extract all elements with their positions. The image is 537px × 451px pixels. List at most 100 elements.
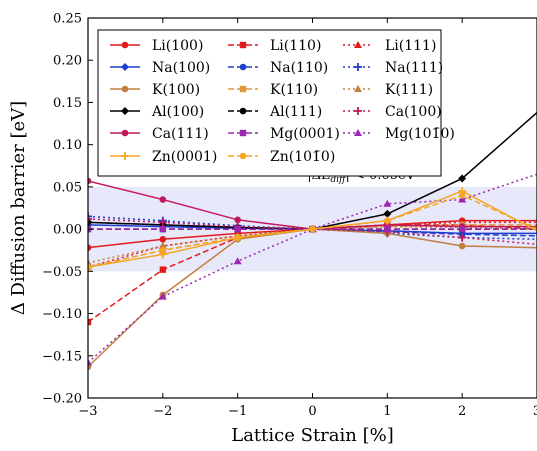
legend-item: K(111) bbox=[343, 82, 433, 98]
legend-marker bbox=[239, 152, 247, 160]
legend-marker bbox=[121, 129, 129, 137]
y-tick-label: −0.20 bbox=[42, 392, 82, 407]
legend-item: Al(100) bbox=[110, 104, 204, 120]
data-point bbox=[384, 225, 391, 233]
data-point bbox=[159, 235, 167, 243]
data-point bbox=[88, 263, 92, 271]
legend-label: Li(110) bbox=[270, 38, 321, 54]
legend-marker bbox=[239, 129, 247, 137]
legend-label: Mg(101̄0) bbox=[385, 126, 455, 142]
data-point bbox=[159, 225, 167, 233]
legend-item: Li(100) bbox=[110, 38, 203, 54]
legend-box bbox=[97, 29, 442, 177]
data-point bbox=[234, 225, 241, 233]
legend-item: Zn(0001) bbox=[110, 149, 217, 165]
legend-marker bbox=[354, 107, 362, 115]
legend-marker bbox=[354, 85, 362, 92]
legend-item: Al(111) bbox=[228, 104, 322, 120]
y-tick-label: −0.15 bbox=[42, 349, 82, 364]
legend-item: Na(100) bbox=[110, 60, 210, 76]
data-point bbox=[458, 195, 467, 203]
legend-marker bbox=[239, 85, 247, 93]
legend-item: Mg(0001) bbox=[228, 126, 340, 142]
band-label-sub: diff bbox=[330, 175, 347, 185]
data-point bbox=[234, 234, 241, 241]
legend: Li(100) Li(110) Li(111) Na(100) Na(110) Na(11… bbox=[97, 29, 455, 177]
legend-label: Na(111) bbox=[385, 60, 443, 76]
y-tick-label: 0.00 bbox=[53, 223, 82, 238]
legend-item: Zn(101̄0) bbox=[228, 149, 335, 165]
data-point bbox=[158, 292, 167, 300]
legend-marker bbox=[354, 129, 362, 136]
series-16 bbox=[88, 192, 537, 271]
y-tick-label: 0.05 bbox=[53, 180, 82, 195]
x-axis-label: Lattice Strain [%] bbox=[231, 425, 393, 446]
data-point bbox=[88, 244, 92, 251]
legend-marker bbox=[354, 41, 362, 48]
data-point bbox=[458, 242, 466, 250]
legend-label: Ca(111) bbox=[152, 126, 209, 142]
data-point bbox=[88, 212, 92, 221]
legend-item: Ca(111) bbox=[110, 126, 209, 142]
legend-label: Zn(0001) bbox=[152, 149, 217, 165]
data-point bbox=[88, 318, 92, 326]
y-tick-label: −0.10 bbox=[42, 307, 82, 322]
legend-item: Na(110) bbox=[228, 60, 328, 76]
legend-label: Mg(0001) bbox=[270, 126, 340, 142]
legend-label: Al(100) bbox=[151, 104, 204, 120]
legend-marker bbox=[121, 63, 129, 71]
data-point bbox=[159, 246, 167, 254]
data-point bbox=[158, 218, 167, 227]
legend-marker bbox=[121, 85, 129, 93]
x-tick-label: 3 bbox=[533, 404, 537, 419]
data-point bbox=[159, 266, 167, 273]
y-tick-label: −0.05 bbox=[42, 265, 82, 280]
legend-marker bbox=[239, 63, 247, 71]
legend-label: Li(111) bbox=[385, 38, 436, 54]
x-tick-label: −3 bbox=[78, 404, 97, 419]
data-point bbox=[88, 358, 92, 366]
x-tick-label: −1 bbox=[228, 404, 247, 419]
x-tick-label: 2 bbox=[458, 404, 466, 419]
legend-marker bbox=[239, 41, 247, 49]
legend-item: Li(110) bbox=[228, 38, 321, 54]
data-point bbox=[383, 209, 392, 218]
x-tick-label: −2 bbox=[153, 404, 172, 419]
ticks-layer: −3 −2 −1 0 1 2 3 −0.20 −0.15 −0.10 −0.05 0.00 0.05 0.… bbox=[42, 12, 537, 419]
legend-marker bbox=[354, 63, 362, 71]
legend-marker bbox=[121, 41, 129, 49]
legend-label: K(110) bbox=[270, 82, 318, 98]
y-tick-label: 0.15 bbox=[53, 96, 82, 111]
legend-label: Li(100) bbox=[152, 38, 203, 54]
data-point bbox=[88, 218, 92, 227]
data-point bbox=[309, 225, 316, 233]
legend-label: K(100) bbox=[152, 82, 200, 98]
x-tick-label: 0 bbox=[308, 404, 316, 419]
data-point bbox=[383, 199, 392, 207]
legend-item: Na(111) bbox=[343, 60, 443, 76]
legend-label: Zn(101̄0) bbox=[270, 149, 335, 165]
data-point bbox=[234, 216, 241, 224]
legend-item: Li(111) bbox=[343, 38, 436, 54]
data-point bbox=[233, 257, 242, 265]
y-tick-label: 0.25 bbox=[53, 12, 82, 27]
data-point bbox=[458, 174, 467, 183]
legend-label: Na(110) bbox=[270, 60, 328, 76]
legend-item: K(110) bbox=[228, 82, 318, 98]
data-point bbox=[158, 242, 167, 249]
data-point bbox=[458, 225, 466, 233]
y-tick-label: 0.10 bbox=[53, 138, 82, 153]
data-point bbox=[458, 233, 467, 242]
legend-marker bbox=[121, 152, 129, 160]
legend-item: Mg(101̄0) bbox=[343, 126, 455, 142]
data-point bbox=[88, 177, 92, 185]
legend-label: Na(100) bbox=[152, 60, 210, 76]
y-tick-label: 0.20 bbox=[53, 54, 82, 69]
legend-marker bbox=[239, 107, 247, 115]
legend-label: Ca(100) bbox=[385, 104, 442, 120]
legend-marker bbox=[121, 107, 129, 115]
data-point bbox=[458, 192, 466, 199]
legend-item: Ca(100) bbox=[343, 104, 442, 120]
series-layer bbox=[88, 112, 537, 371]
